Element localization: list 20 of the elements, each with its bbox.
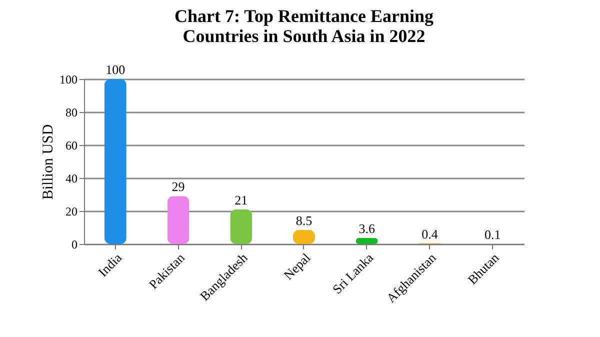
bar [104,79,126,244]
bar [230,209,252,244]
data-label: 8.5 [296,212,312,228]
data-label: 0.1 [484,226,501,242]
y-tick-label: 20 [66,204,78,218]
data-label: 29 [172,179,185,194]
data-label: 0.4 [422,226,438,242]
y-axis-title: Billion USD [40,124,56,200]
y-tick-label: 40 [66,172,78,186]
y-tick-label: 100 [60,72,78,86]
y-tick-label: 60 [66,138,78,152]
x-tick-label: India [95,250,125,280]
bar [356,238,378,244]
y-tick-label: 80 [66,106,78,120]
data-label: 100 [106,62,126,77]
y-tick-label: 0 [72,238,78,252]
bar [167,196,190,244]
data-label: 3.6 [358,221,376,236]
data-label: 21 [234,192,248,208]
chart-title: Chart 7: Top Remittance Earning Countries in South Asia in 2022 [174,6,434,46]
